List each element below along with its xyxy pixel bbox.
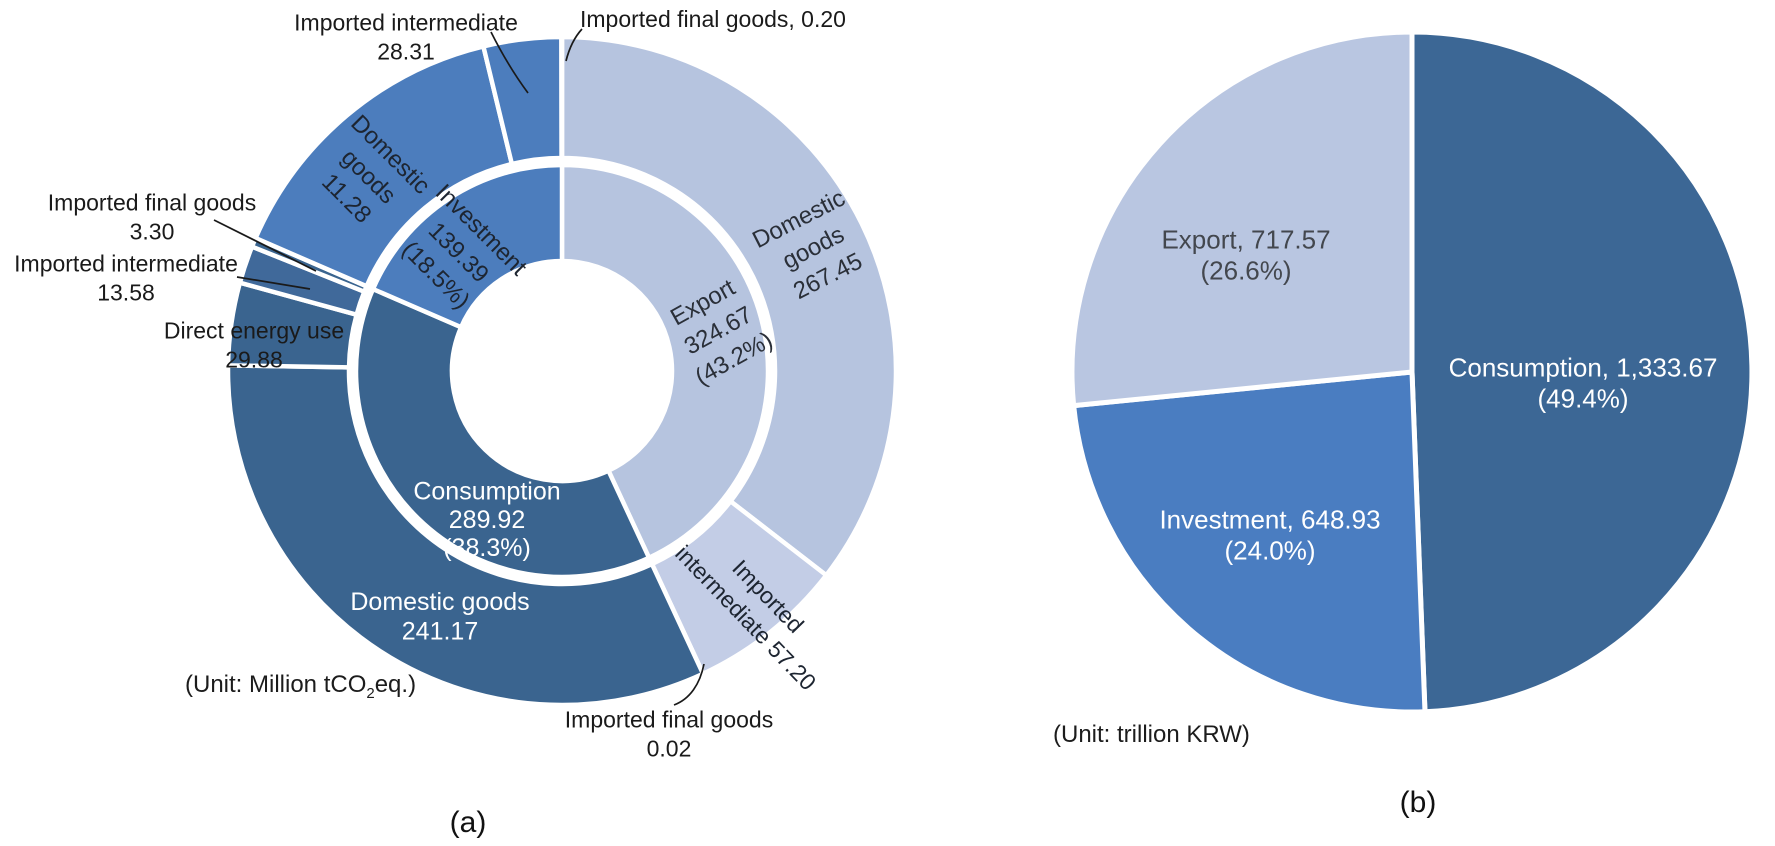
- unit-label-a-suffix: eq.): [374, 671, 417, 698]
- unit-label-b: (Unit: trillion KRW): [1053, 721, 1250, 748]
- label-pie-investment: Investment, 648.93 (24.0%): [1159, 505, 1380, 566]
- outer-slice-export-domestic-goods: [559, 34, 899, 578]
- leader-lines: [213, 28, 705, 706]
- leader-consumption-imported-final: [213, 219, 317, 272]
- leader-investment-imported-intermediate: [490, 31, 529, 94]
- caption-b: (b): [1399, 786, 1437, 819]
- label-inv-imported-final: Imported final goods, 0.20: [580, 6, 846, 32]
- leader-investment-imported-final: [565, 28, 583, 62]
- label-pie-consumption: Consumption, 1,333.67 (49.4%): [1449, 353, 1718, 414]
- label-pie-export: Export, 717.57 (26.6%): [1161, 225, 1330, 286]
- inner-slice-consumption: [353, 286, 652, 580]
- donut-slices: [225, 34, 899, 708]
- label-con-direct-energy: Direct energy use 29.88: [164, 318, 344, 373]
- label-exp-imported-final: Imported final goods 0.02: [565, 707, 773, 762]
- outer-slice-investment-imported-final-goods: [559, 34, 565, 161]
- label-con-domestic: Domestic goods 241.17: [350, 588, 529, 645]
- leader-export-imported-final: [673, 663, 705, 706]
- caption-a: (a): [449, 806, 487, 839]
- inner-slice-investment: [370, 162, 565, 330]
- pie-slice-investment: [1071, 369, 1428, 715]
- label-con-imported-intermediate: Imported intermediate 13.58: [14, 251, 238, 306]
- unit-label-a-prefix: (Unit: Million tCO: [185, 671, 367, 698]
- label-inv-imported-intermediate: Imported intermediate 28.31: [294, 10, 518, 65]
- pie-slices: [1069, 29, 1755, 715]
- label-inner-consumption: Consumption 289.92 (38.3%): [413, 478, 560, 562]
- emissions-donut-chart: Imported intermediate 28.31 Imported final…: [14, 6, 899, 762]
- pie-slice-consumption: [1409, 29, 1755, 715]
- inner-slice-export: [559, 162, 771, 560]
- expenditure-pie-chart: Consumption, 1,333.67 (49.4%) Investment, …: [1069, 29, 1755, 715]
- pie-slice-export: [1069, 29, 1415, 409]
- label-con-imported-final: Imported final goods 3.30: [48, 190, 256, 245]
- unit-label-a-subscript: 2: [366, 684, 375, 702]
- leader-consumption-imported-intermediate: [236, 276, 311, 290]
- outer-slice-consumption-domestic-goods: [225, 363, 706, 708]
- unit-label-a: (Unit: Million tCO2eq.): [185, 671, 416, 702]
